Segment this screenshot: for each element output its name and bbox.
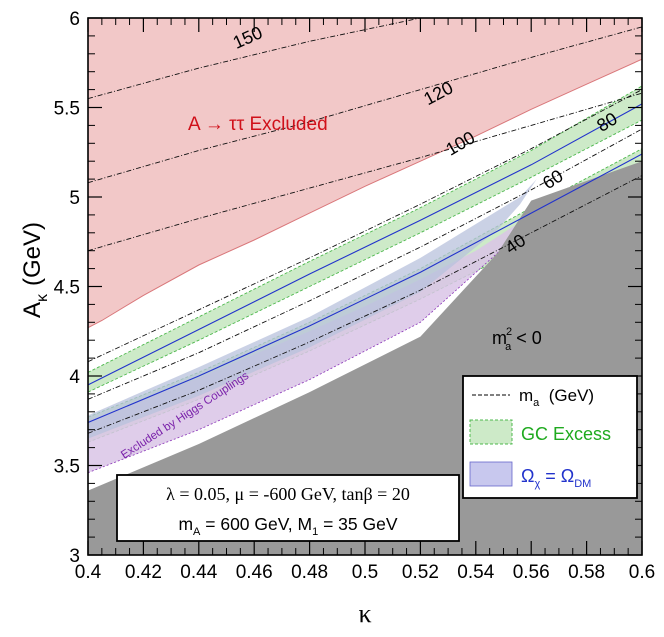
legend-relic-swatch [469, 461, 513, 487]
y-tick-label: 5.5 [54, 99, 80, 120]
x-tick-label: 0.56 [513, 562, 550, 583]
legend: ma (GeV) GC Excess Ωχ = ΩDM [462, 375, 638, 499]
legend-gc-swatch [469, 419, 513, 445]
contour-ma-40 [88, 175, 642, 434]
relic-line-1 [88, 103, 642, 386]
relic-line-2 [88, 153, 642, 424]
y-tick-label: 4 [69, 367, 80, 388]
relic-overlap-region [88, 179, 537, 439]
params-line1: λ = 0.05, μ = -600 GeV, tanβ = 20 [166, 484, 410, 504]
atautau-boundary [88, 58, 642, 329]
x-axis-label: κ [358, 599, 371, 628]
y-tick-label: 6 [69, 9, 80, 30]
contour-ma-60 [88, 128, 642, 400]
atautau-label: A → ττ Excluded [188, 114, 328, 135]
x-tick-label: 0.4 [75, 562, 102, 583]
tachyonic-label: m2 a < 0 [492, 326, 542, 353]
y-tick-label: 4.5 [54, 278, 80, 299]
gc-band-1-lower [88, 119, 642, 393]
x-tick-label: 0.52 [402, 562, 439, 583]
plot-frame [87, 17, 643, 556]
x-tick-label: 0.42 [125, 562, 162, 583]
x-tick-label: 0.54 [457, 562, 494, 583]
y-tick-label: 3.5 [54, 457, 80, 478]
x-tick-label: 0.58 [568, 562, 605, 583]
y-tick-label: 5 [69, 188, 80, 209]
x-tick-label: 0.44 [180, 562, 217, 583]
legend-ma: ma (GeV) [519, 386, 594, 409]
x-tick-label: 0.5 [352, 562, 378, 583]
y-axis-label: Aκ(GeV) [19, 222, 51, 318]
contour-ma-120 [88, 26, 642, 184]
params-box: λ = 0.05, μ = -600 GeV, tanβ = 20 mA = 6… [116, 474, 460, 542]
axis-ticks: 0.4 0.42 0.44 0.46 0.48 0.5 0.52 0.54 0.56 0.58 0.… [54, 9, 656, 583]
x-tick-label: 0.46 [236, 562, 273, 583]
contour-ma-80 [88, 89, 642, 363]
params-line2: mA = 600 GeV, M1 = 35 GeV [178, 514, 397, 538]
x-tick-label: 0.48 [291, 562, 328, 583]
x-tick-label: 0.6 [629, 562, 655, 583]
legend-gc: GC Excess [521, 424, 611, 444]
contour-ma-100 [88, 92, 642, 252]
params-frame [116, 474, 460, 542]
gc-band-1-upper [88, 85, 642, 373]
y-tick-label: 3 [69, 546, 80, 567]
plot-regions [88, 18, 642, 555]
legend-relic: Ωχ = ΩDM [521, 466, 591, 490]
contour-ma-150 [88, 18, 421, 100]
